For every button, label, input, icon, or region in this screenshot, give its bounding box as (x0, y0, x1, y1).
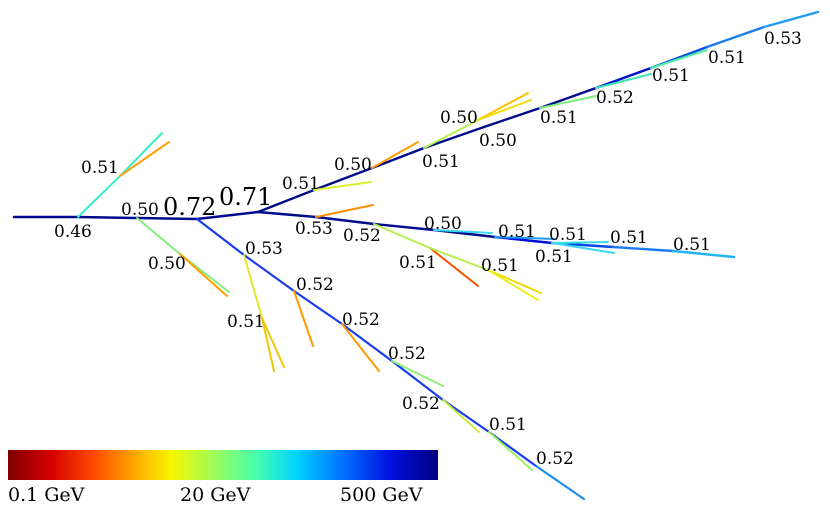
branch (422, 125, 486, 150)
node-label: 0.53 (295, 219, 333, 239)
branch (391, 360, 444, 387)
branch (77, 175, 121, 218)
node-label: 0.51 (498, 222, 536, 242)
colorbar-label-mid: 20 GeV (180, 484, 251, 506)
branch (534, 464, 586, 501)
branch (119, 132, 163, 177)
node-label: 0.51 (422, 152, 460, 172)
branch (762, 10, 820, 29)
branch (429, 247, 489, 271)
node-label: 0.51 (610, 228, 648, 248)
node-label: 0.50 (148, 254, 186, 274)
branch (341, 323, 380, 372)
branch (292, 289, 344, 326)
node-label: 0.51 (399, 253, 437, 273)
branch (242, 253, 296, 293)
branch (650, 49, 708, 69)
node-label: 0.53 (245, 239, 283, 259)
branch (195, 217, 246, 257)
node-label: 0.50 (334, 155, 372, 175)
branch (539, 95, 597, 109)
branch (76, 215, 139, 220)
branch (312, 166, 374, 192)
branch (488, 431, 533, 471)
branch (370, 146, 426, 170)
branch (441, 398, 491, 434)
node-label: 0.52 (342, 310, 380, 330)
branch (372, 222, 436, 232)
branch (314, 215, 376, 226)
branch (482, 106, 542, 129)
node-label: 0.51 (708, 48, 746, 68)
node-label: 0.51 (489, 415, 527, 435)
branch (135, 216, 199, 221)
branch (313, 181, 372, 191)
node-label: 0.46 (54, 222, 92, 242)
branch (373, 223, 431, 249)
branch (136, 217, 181, 255)
node-label: 0.51 (673, 235, 711, 255)
branch (487, 269, 542, 294)
branch (551, 242, 615, 254)
node-label: 0.51 (227, 312, 265, 332)
branch (340, 322, 394, 363)
branch (315, 204, 374, 218)
node-label: 0.51 (652, 66, 690, 86)
branch (705, 25, 766, 49)
branch (487, 269, 539, 301)
branch (423, 119, 479, 149)
node-label: 0.52 (402, 394, 440, 414)
branch (261, 317, 275, 372)
branch (551, 241, 609, 244)
branch (433, 229, 493, 234)
branch (442, 399, 480, 433)
branch (595, 73, 652, 89)
node-label: 0.51 (549, 225, 587, 245)
branch (293, 290, 314, 347)
node-label: 0.51 (540, 108, 578, 128)
node-label: 0.50 (479, 131, 517, 151)
node-label: 0.52 (596, 88, 634, 108)
node-labels: 0.46 0.51 0.50 0.72 0.71 0.50 0.53 0.51 … (54, 29, 802, 469)
colorbar-label-low: 0.1 GeV (8, 484, 85, 506)
branch (195, 210, 260, 221)
node-label: 0.52 (536, 449, 574, 469)
node-label: 0.72 (163, 193, 216, 221)
node-label: 0.50 (424, 214, 462, 234)
node-label: 0.52 (388, 344, 426, 364)
branch (611, 245, 675, 253)
node-label: 0.51 (535, 247, 573, 267)
branch (477, 99, 532, 121)
branch (179, 253, 228, 297)
colorbar: 0.1 GeV 20 GeV 500 GeV (8, 450, 438, 506)
colorbar-gradient (8, 450, 438, 480)
branch (671, 249, 736, 259)
colorbar-label-high: 500 GeV (340, 484, 423, 506)
branch (256, 188, 316, 214)
node-label: 0.51 (282, 174, 320, 194)
branch (256, 210, 318, 219)
node-label: 0.52 (343, 226, 381, 246)
branch (477, 92, 529, 121)
branch (538, 86, 598, 110)
branch (261, 317, 285, 368)
node-label: 0.50 (440, 108, 478, 128)
branch (371, 141, 419, 169)
branch (119, 141, 170, 177)
node-label: 0.50 (121, 200, 159, 220)
tree-branches (12, 10, 820, 501)
node-label: 0.51 (81, 158, 119, 178)
node-label: 0.51 (481, 256, 519, 276)
node-label: 0.52 (296, 275, 334, 295)
branch (390, 359, 445, 402)
branch (429, 247, 479, 287)
branch (494, 236, 557, 240)
node-label: 0.71 (219, 183, 272, 211)
node-label: 0.53 (764, 29, 802, 49)
branch (243, 254, 263, 319)
